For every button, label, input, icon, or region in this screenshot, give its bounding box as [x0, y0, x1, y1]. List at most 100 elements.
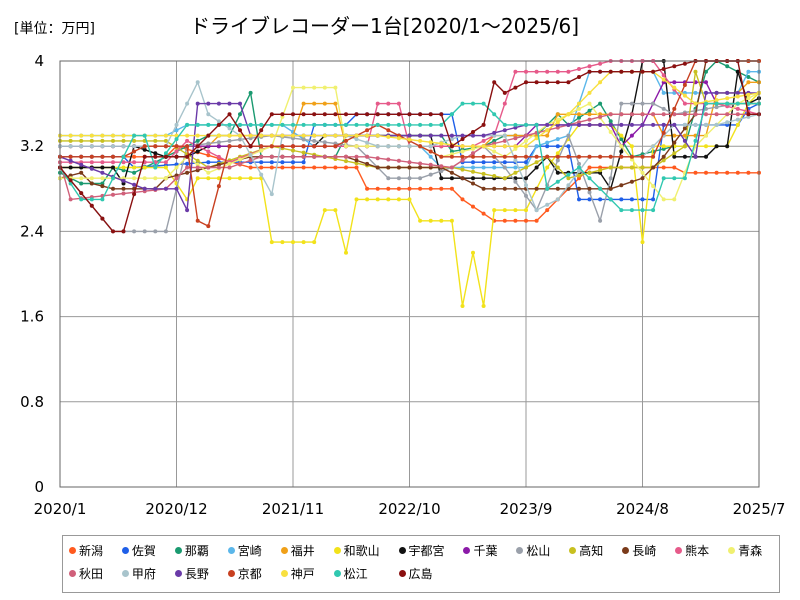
data-point: [238, 112, 242, 117]
data-point: [354, 112, 359, 117]
data-point: [153, 151, 158, 156]
x-tick-label: 2022/10: [378, 500, 440, 518]
legend-item: 広島: [398, 565, 458, 582]
data-point: [661, 144, 666, 149]
data-point: [449, 154, 454, 159]
data-point: [577, 122, 581, 127]
data-point: [619, 137, 624, 142]
data-point: [566, 122, 571, 127]
data-point: [693, 122, 698, 127]
data-point: [661, 197, 666, 202]
data-point: [174, 165, 179, 170]
data-point: [545, 165, 550, 170]
data-point: [248, 176, 253, 181]
data-point: [121, 191, 126, 196]
data-point: [682, 176, 687, 181]
data-point: [587, 197, 592, 202]
data-point: [185, 208, 190, 213]
data-point: [269, 192, 274, 197]
data-point: [333, 154, 338, 159]
data-point: [269, 160, 274, 165]
data-point: [312, 138, 317, 143]
data-point: [725, 64, 730, 69]
data-point: [545, 80, 550, 85]
data-point: [111, 154, 115, 159]
data-point: [672, 176, 677, 181]
data-point: [555, 165, 560, 170]
data-point: [566, 144, 571, 149]
data-point: [121, 186, 126, 191]
data-point: [312, 112, 317, 117]
data-point: [524, 80, 528, 85]
data-point: [545, 154, 550, 159]
data-point: [714, 98, 719, 103]
data-point: [661, 130, 666, 135]
data-point: [375, 144, 380, 149]
data-point: [428, 186, 433, 191]
data-point: [238, 176, 242, 181]
data-point: [100, 144, 105, 149]
data-point: [471, 151, 475, 156]
data-point: [735, 170, 740, 175]
data-point: [68, 197, 73, 202]
data-point: [629, 133, 634, 138]
data-point: [354, 158, 359, 163]
data-point: [227, 138, 232, 143]
data-point: [280, 160, 285, 165]
data-point: [598, 122, 603, 127]
data-point: [301, 137, 306, 142]
data-point: [704, 170, 708, 175]
data-point: [227, 176, 232, 181]
data-point: [111, 133, 115, 138]
data-point: [301, 85, 306, 90]
data-point: [661, 158, 666, 163]
data-point: [216, 184, 221, 189]
data-point: [396, 197, 401, 202]
data-point: [672, 140, 677, 145]
data-point: [269, 122, 274, 127]
x-tick-label: 2024/8: [616, 500, 669, 518]
data-point: [407, 144, 412, 149]
data-point: [629, 154, 634, 159]
data-point: [418, 165, 423, 170]
data-point: [704, 101, 708, 106]
data-point: [248, 144, 253, 149]
data-point: [513, 144, 518, 149]
legend-label: 甲府: [131, 567, 156, 581]
data-point: [142, 154, 147, 159]
data-point: [577, 75, 581, 79]
data-point: [174, 154, 179, 159]
legend-item: 長野: [174, 565, 222, 582]
data-point: [746, 101, 751, 106]
data-point: [746, 96, 751, 101]
data-point: [524, 122, 528, 127]
data-point: [577, 106, 581, 111]
data-point: [280, 112, 285, 117]
data-point: [407, 122, 412, 127]
data-point: [545, 144, 550, 149]
legend-label: 松江: [343, 567, 368, 581]
data-point: [629, 197, 634, 202]
data-point: [566, 186, 571, 191]
data-point: [418, 218, 423, 223]
data-point: [661, 90, 666, 95]
data-point: [238, 144, 242, 149]
x-tick-labels: 2020/1 2020/12 2021/11 2022/10 2023/9 2024/8 2…: [34, 500, 786, 518]
data-point: [333, 208, 338, 213]
data-point: [555, 144, 560, 149]
data-point: [418, 122, 423, 127]
data-point: [640, 176, 645, 181]
unit-label: [単位：万円]: [14, 21, 95, 37]
data-point: [216, 165, 221, 170]
data-point: [577, 161, 581, 166]
data-point: [269, 112, 274, 117]
data-point: [89, 176, 94, 181]
data-point: [619, 165, 624, 170]
data-point: [534, 69, 539, 74]
legend-marker: [463, 547, 471, 554]
data-point: [132, 165, 137, 170]
data-point: [227, 112, 232, 117]
data-point: [185, 138, 190, 143]
data-point: [291, 144, 295, 149]
data-point: [555, 158, 560, 163]
